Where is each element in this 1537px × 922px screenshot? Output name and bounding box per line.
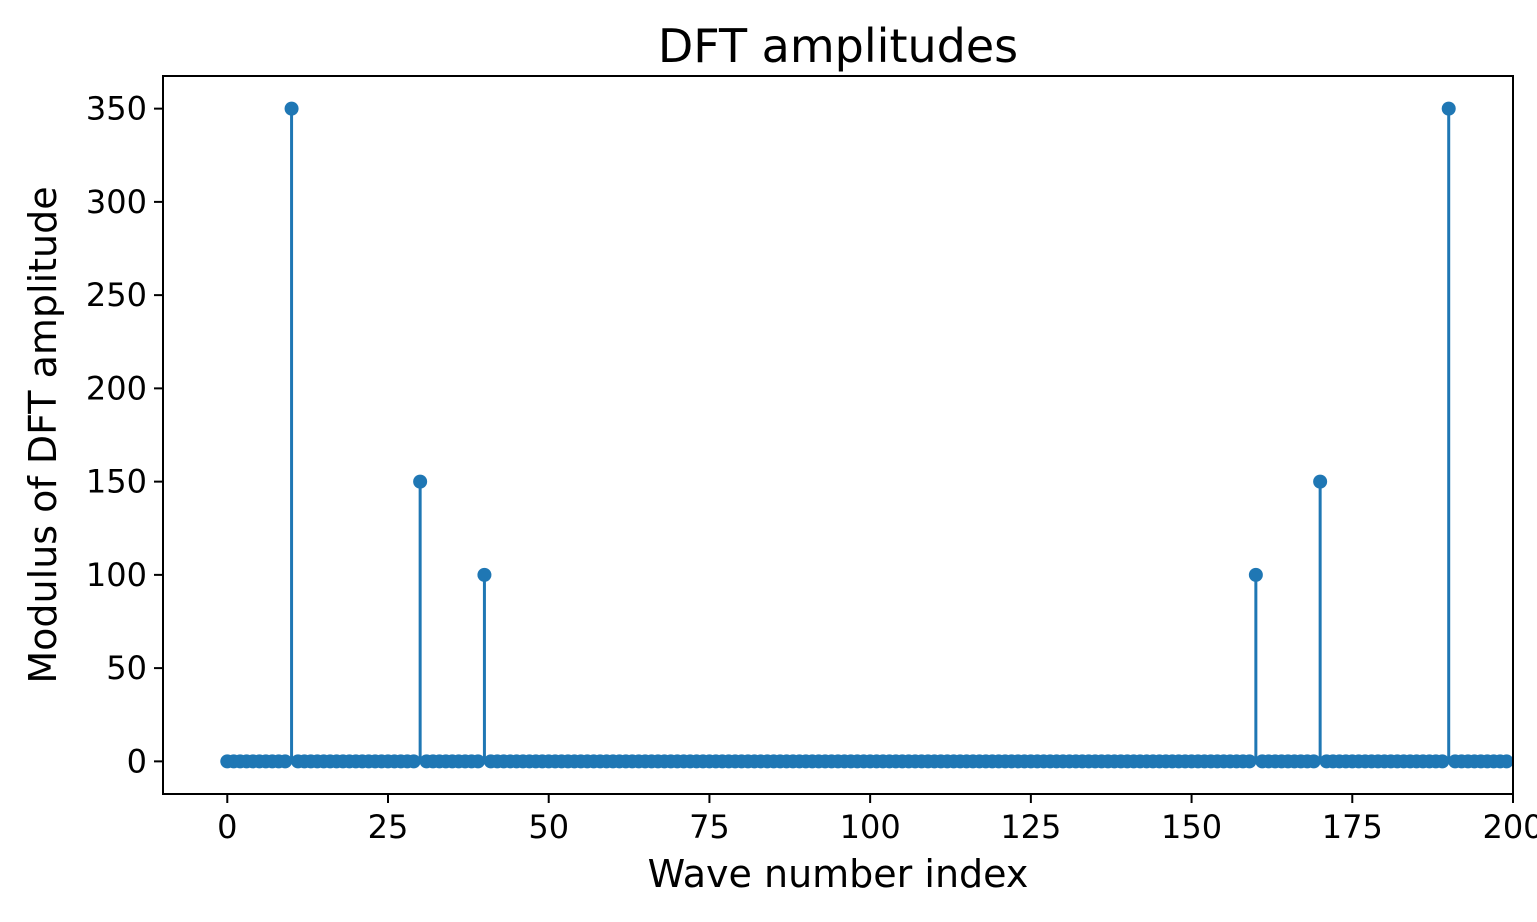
x-axis-ticks: 0 25 50 75 100 125 150 175 200 bbox=[217, 794, 1537, 846]
y-tick-label: 0 bbox=[127, 742, 147, 780]
y-tick-label: 150 bbox=[86, 463, 147, 501]
x-tick-label: 125 bbox=[1000, 808, 1061, 846]
data-marker bbox=[1435, 754, 1450, 769]
y-tick-label: 100 bbox=[86, 556, 147, 594]
y-tick-label: 50 bbox=[106, 649, 147, 687]
stems-layer bbox=[290, 108, 1451, 762]
peak-marker bbox=[1313, 474, 1328, 489]
plot-frame bbox=[162, 75, 1514, 795]
x-tick-label: 50 bbox=[528, 808, 569, 846]
peak-marker bbox=[413, 474, 428, 489]
data-marker bbox=[406, 754, 421, 769]
y-axis-ticks: 0 50 100 150 200 250 300 350 bbox=[86, 90, 163, 780]
y-tick-label: 350 bbox=[86, 90, 147, 128]
peak-marker bbox=[1441, 101, 1456, 116]
y-tick-label: 250 bbox=[86, 276, 147, 314]
y-axis-label: Modulus of DFT amplitude bbox=[21, 186, 65, 683]
x-axis-label: Wave number index bbox=[648, 852, 1029, 896]
x-tick-label: 25 bbox=[368, 808, 409, 846]
data-marker bbox=[1306, 754, 1321, 769]
data-marker bbox=[1499, 754, 1514, 769]
x-tick-label: 75 bbox=[689, 808, 730, 846]
data-marker bbox=[471, 754, 485, 769]
data-marker bbox=[1242, 754, 1257, 769]
x-tick-label: 150 bbox=[1161, 808, 1222, 846]
x-tick-label: 0 bbox=[217, 808, 237, 846]
peak-marker bbox=[1248, 567, 1263, 582]
x-tick-label: 100 bbox=[840, 808, 901, 846]
y-tick-label: 300 bbox=[86, 183, 147, 221]
x-tick-label: 175 bbox=[1322, 808, 1383, 846]
y-tick-label: 200 bbox=[86, 369, 147, 407]
markers-layer bbox=[220, 101, 1514, 769]
x-tick-label: 200 bbox=[1482, 808, 1537, 846]
chart-title: DFT amplitudes bbox=[658, 19, 1018, 73]
data-marker bbox=[278, 754, 293, 769]
peak-marker bbox=[477, 567, 492, 582]
peak-marker bbox=[284, 101, 299, 116]
